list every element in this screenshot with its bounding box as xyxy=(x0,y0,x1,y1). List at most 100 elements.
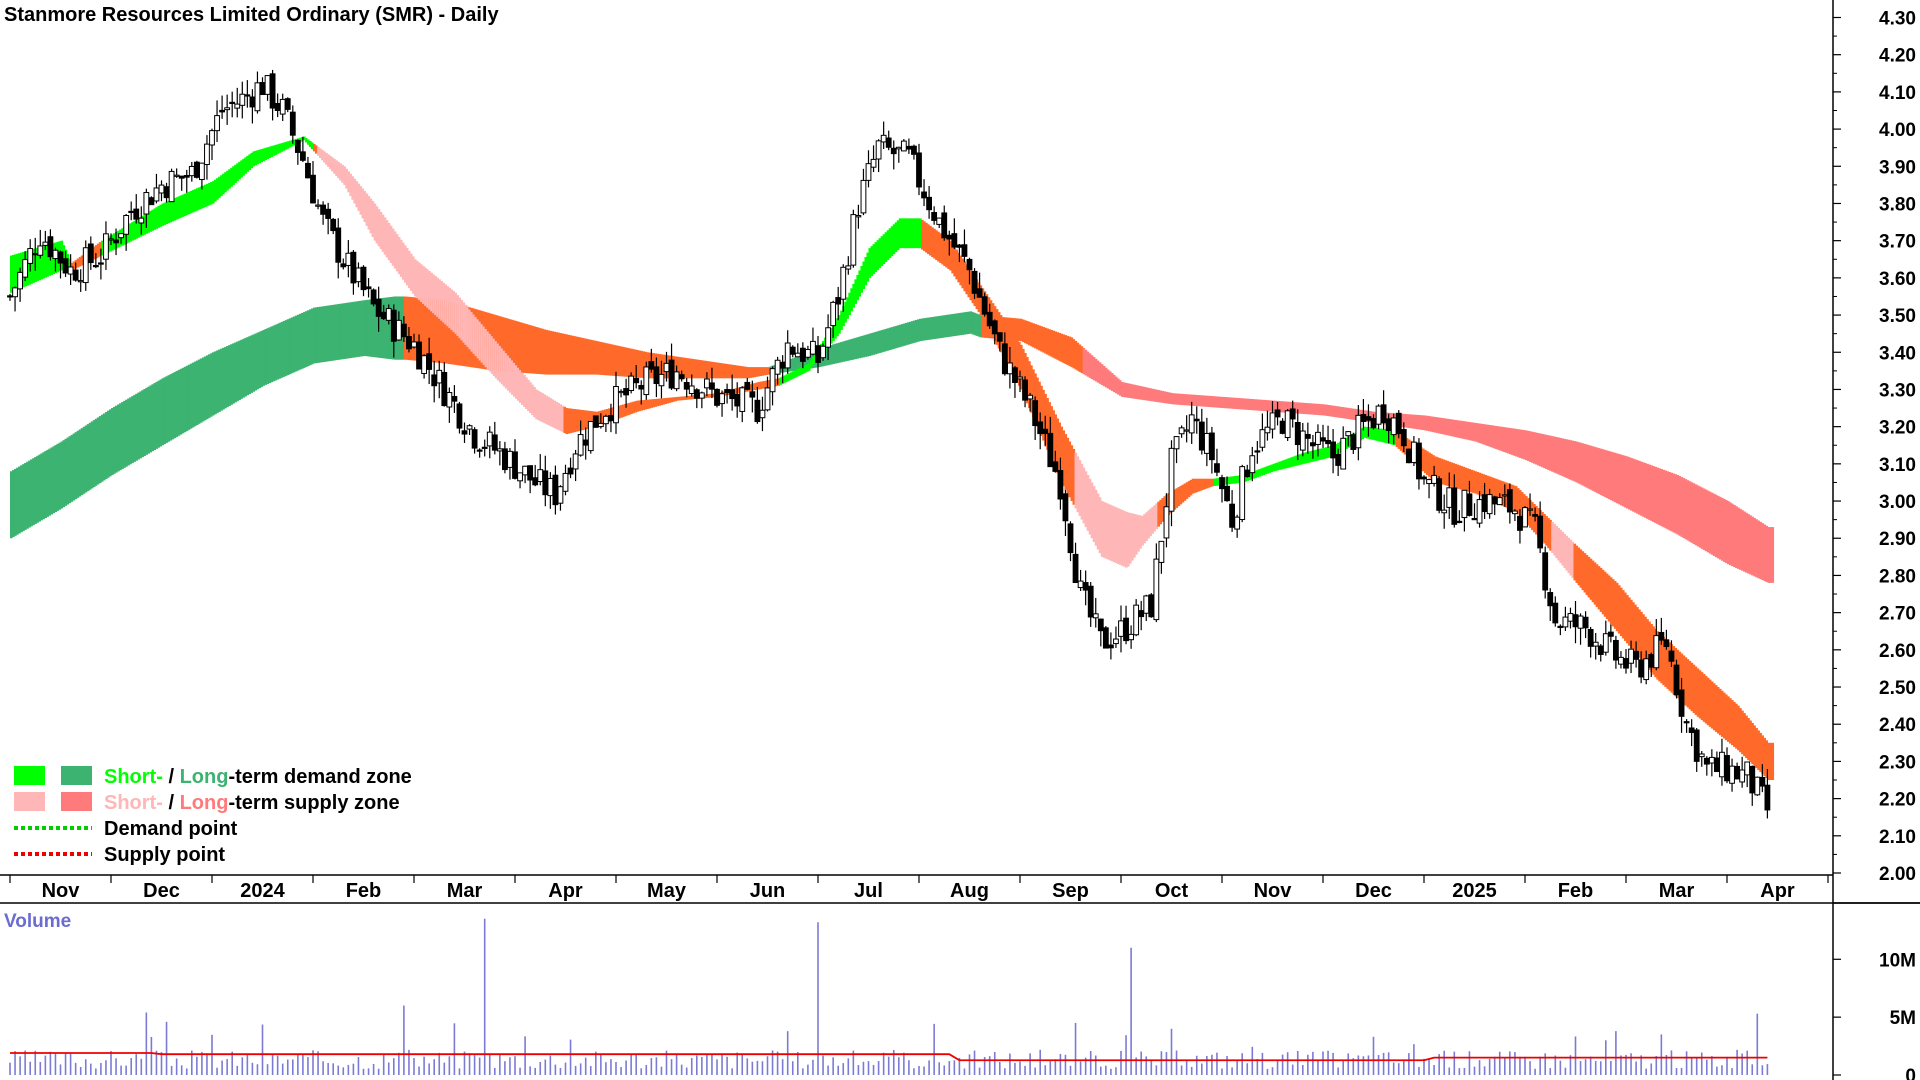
candle-body xyxy=(27,248,34,264)
long-zone-strip xyxy=(1767,527,1771,583)
candle-body xyxy=(774,359,781,375)
short-zone-strip xyxy=(1046,398,1049,450)
candle-body xyxy=(668,359,675,389)
long-zone-strip xyxy=(892,326,896,349)
short-zone-strip xyxy=(1088,478,1092,535)
long-zone-strip xyxy=(682,357,686,379)
short-zone-strip xyxy=(541,393,544,423)
short-zone-strip xyxy=(1121,509,1124,566)
short-zone-strip xyxy=(535,389,538,420)
long-zone-strip xyxy=(1181,393,1185,406)
price-tick-label: 2.90 xyxy=(1879,529,1916,550)
short-zone-strip xyxy=(638,400,641,412)
short-zone-strip xyxy=(258,149,262,164)
candle-body xyxy=(683,382,690,390)
long-zone-strip xyxy=(1432,416,1435,433)
long-zone-strip xyxy=(1096,360,1100,383)
short-zone-strip xyxy=(1345,437,1348,449)
short-zone-strip xyxy=(401,242,405,280)
short-zone-strip xyxy=(1363,426,1367,438)
candle-body xyxy=(254,82,261,112)
short-zone-strip xyxy=(779,377,783,385)
volume-tick-label: 0 xyxy=(1905,1066,1916,1080)
candle-body xyxy=(764,387,771,411)
short-zone-strip xyxy=(1587,556,1591,598)
candle-body xyxy=(1320,437,1326,442)
short-zone-strip xyxy=(1557,527,1560,561)
long-zone-strip xyxy=(842,341,845,362)
candle-body xyxy=(163,186,170,199)
short-zone-strip xyxy=(706,394,710,398)
long-zone-strip xyxy=(1155,389,1158,402)
long-zone-strip xyxy=(1015,318,1019,341)
long-zone-strip xyxy=(1252,399,1255,411)
candle-body xyxy=(1708,756,1715,764)
short-zone-strip xyxy=(1369,427,1373,440)
long-zone-strip xyxy=(1769,527,1773,583)
short-zone-strip xyxy=(1547,517,1550,549)
long-zone-strip xyxy=(694,359,698,379)
short-zone-strip xyxy=(1230,476,1233,484)
short-zone-strip xyxy=(1335,444,1338,456)
long-zone-strip xyxy=(939,315,942,339)
short-zone-strip xyxy=(137,218,140,238)
long-zone-strip xyxy=(640,350,643,378)
short-zone-strip xyxy=(1498,480,1502,505)
short-zone-strip xyxy=(959,255,963,286)
long-zone-strip xyxy=(218,349,221,412)
long-zone-strip xyxy=(747,367,750,379)
long-zone-strip xyxy=(42,452,45,520)
short-zone-strip xyxy=(288,140,292,148)
short-zone-strip xyxy=(842,306,845,327)
long-zone-strip xyxy=(1666,471,1670,530)
candle-body xyxy=(1416,442,1422,480)
short-zone-strip xyxy=(1284,459,1288,469)
short-zone-strip xyxy=(1066,437,1070,494)
short-zone-strip xyxy=(963,261,967,292)
short-zone-strip xyxy=(919,218,922,249)
candle-body xyxy=(1310,442,1316,447)
long-zone-strip xyxy=(420,297,423,362)
long-zone-strip xyxy=(161,378,165,446)
candle-body xyxy=(1749,765,1756,794)
candle-body xyxy=(77,280,84,283)
short-zone-strip xyxy=(377,209,381,247)
long-zone-strip xyxy=(626,347,629,377)
long-zone-strip xyxy=(1353,408,1356,420)
short-zone-strip xyxy=(997,312,1001,349)
short-zone-strip xyxy=(1092,486,1096,542)
short-zone-strip xyxy=(945,237,948,268)
price-tick-label: 3.80 xyxy=(1879,194,1916,215)
short-zone-strip xyxy=(678,396,682,401)
candle-body xyxy=(1431,474,1437,484)
long-zone-strip xyxy=(414,297,417,361)
short-zone-strip xyxy=(1381,428,1385,443)
long-zone-strip xyxy=(1436,417,1439,434)
long-zone-strip xyxy=(1133,384,1136,399)
long-zone-strip xyxy=(850,339,853,360)
price-tick-label: 2.60 xyxy=(1879,641,1916,662)
long-zone-strip xyxy=(644,351,647,379)
long-zone-strip xyxy=(852,338,855,360)
candle-body xyxy=(996,332,1003,342)
short-zone-strip xyxy=(450,289,453,330)
short-zone-strip xyxy=(775,378,779,387)
long-zone-strip xyxy=(1559,437,1562,476)
long-zone-strip xyxy=(1609,451,1613,501)
candle-body xyxy=(1613,639,1619,661)
long-zone-strip xyxy=(1064,335,1068,365)
long-zone-strip xyxy=(1191,394,1195,406)
short-zone-strip xyxy=(329,155,332,170)
time-tick-label: Dec xyxy=(1355,880,1392,902)
long-zone-strip xyxy=(1296,402,1300,414)
long-zone-strip xyxy=(636,350,639,378)
short-zone-strip xyxy=(1480,473,1484,497)
price-tick-label: 3.40 xyxy=(1879,343,1916,364)
long-zone-strip xyxy=(1561,438,1564,477)
short-zone-strip xyxy=(1118,509,1122,565)
candle-body xyxy=(143,192,150,215)
long-zone-strip xyxy=(129,397,132,465)
short-zone-strip xyxy=(1484,475,1488,499)
candle-body xyxy=(1734,765,1740,780)
long-zone-strip xyxy=(1599,448,1603,495)
